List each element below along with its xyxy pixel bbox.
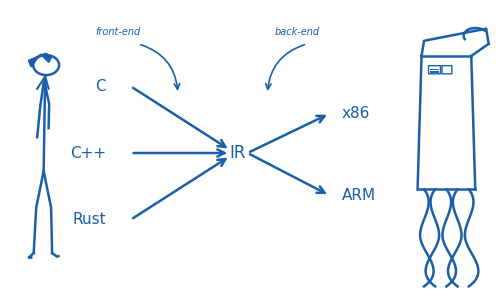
Text: x86: x86 [342, 106, 370, 121]
Text: C: C [95, 79, 106, 94]
Text: ARM: ARM [342, 188, 376, 203]
Ellipse shape [33, 55, 59, 75]
Text: C++: C++ [70, 145, 106, 161]
Polygon shape [28, 54, 51, 67]
Text: IR: IR [230, 144, 246, 162]
Text: Rust: Rust [72, 212, 106, 227]
Text: front-end: front-end [96, 27, 141, 37]
Text: back-end: back-end [274, 27, 320, 37]
